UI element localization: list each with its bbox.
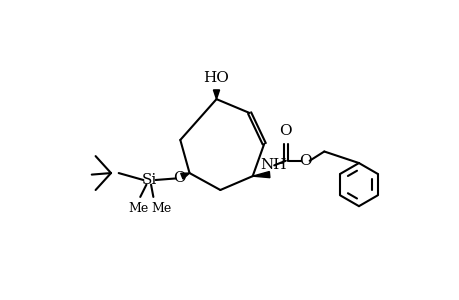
Polygon shape [252, 172, 269, 178]
Polygon shape [180, 173, 189, 179]
Text: Si: Si [141, 173, 157, 187]
Text: Me: Me [151, 202, 171, 215]
Text: O: O [173, 172, 185, 185]
Text: O: O [298, 154, 311, 168]
Text: NH: NH [260, 158, 286, 172]
Text: O: O [279, 124, 291, 138]
Polygon shape [213, 90, 219, 99]
Text: HO: HO [203, 71, 229, 85]
Text: Me: Me [129, 202, 149, 215]
